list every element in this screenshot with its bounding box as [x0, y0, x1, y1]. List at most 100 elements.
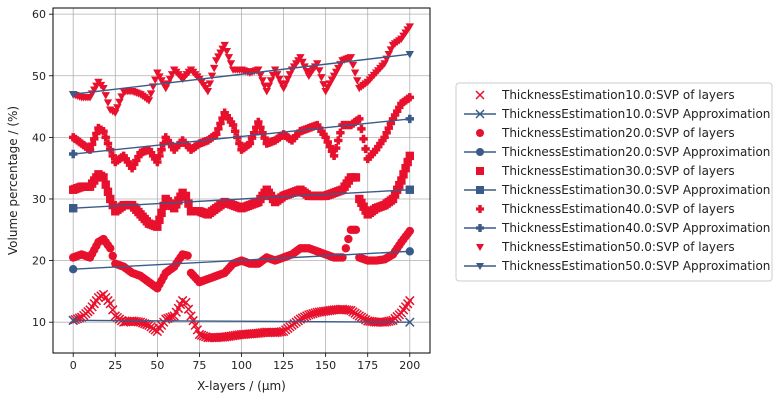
approximation-point [405, 114, 415, 124]
data-point [99, 173, 108, 182]
data-point [331, 143, 341, 153]
data-point [85, 145, 95, 154]
legend-marker [475, 90, 485, 100]
legend-marker [476, 224, 484, 232]
data-point [153, 222, 162, 231]
approximation-point [68, 265, 78, 274]
data-point [247, 133, 257, 143]
y-tick-label: 50 [32, 70, 46, 83]
data-point [99, 84, 108, 93]
data-point [254, 66, 263, 74]
y-axis-label: Volume percentage / (%) [6, 106, 20, 255]
data-point [355, 114, 364, 124]
data-point [254, 117, 263, 127]
approximation-point [405, 51, 415, 59]
data-point [390, 190, 400, 199]
data-point [105, 298, 115, 309]
data-point [380, 133, 389, 142]
data-point [357, 124, 366, 134]
data-point [258, 128, 267, 137]
data-point [108, 251, 117, 261]
data-point [235, 139, 244, 148]
data-point [327, 147, 337, 156]
data-point [273, 71, 282, 79]
data-point [224, 114, 234, 124]
x-tick-label: 200 [399, 359, 420, 372]
data-point [365, 152, 375, 161]
data-point [329, 151, 339, 161]
data-point [388, 114, 398, 124]
data-point [228, 120, 238, 130]
approximation-line [73, 53, 410, 95]
data-point [401, 163, 410, 173]
data-point [313, 120, 322, 130]
data-point [167, 142, 177, 151]
legend-label: ThicknessEstimation10.0:SVP of layers [501, 88, 735, 102]
data-point [157, 145, 166, 154]
data-point [157, 208, 166, 218]
data-point [348, 61, 358, 70]
data-point [153, 157, 162, 167]
approximation-point [405, 247, 415, 256]
data-point [405, 226, 415, 236]
data-point [161, 133, 170, 142]
data-point [103, 187, 113, 196]
data-point [405, 151, 415, 161]
legend-entry: ThicknessEstimation10.0:SVP of layers [475, 88, 735, 102]
legend-marker [476, 148, 484, 156]
data-point [134, 152, 143, 161]
data-point [256, 71, 265, 80]
data-point [127, 163, 137, 173]
x-tick-label: 25 [108, 359, 122, 372]
data-point [125, 160, 135, 170]
data-point [121, 154, 130, 164]
data-point [155, 151, 164, 161]
data-point [321, 133, 330, 142]
data-point [184, 143, 194, 152]
approximation-point [68, 204, 78, 213]
data-point [344, 234, 353, 244]
data-point [319, 81, 328, 89]
data-point [108, 151, 117, 161]
approximation-line [73, 118, 410, 155]
data-point [108, 200, 117, 210]
data-point [182, 140, 192, 150]
data-point [378, 136, 387, 145]
data-point [298, 58, 307, 67]
approximation-line [73, 250, 410, 270]
legend-box [455, 82, 773, 282]
data-point [214, 124, 223, 134]
data-point [392, 106, 402, 116]
data-point [296, 54, 305, 62]
data-point [205, 80, 215, 88]
legend-entry: ThicknessEstimation20.0:SVP Approximatio… [464, 145, 770, 159]
legend-entry: ThicknessEstimation30.0:SVP of layers [476, 164, 735, 178]
series-4 [68, 151, 415, 231]
data-point [287, 136, 297, 145]
data-point [163, 136, 173, 145]
approximation-line [73, 319, 410, 323]
data-point [334, 136, 343, 145]
approximation-point [405, 185, 415, 194]
data-point [317, 127, 326, 136]
data-point [294, 129, 303, 138]
data-point [144, 145, 154, 154]
series-6 [68, 93, 415, 173]
data-point [222, 47, 231, 56]
y-tick-label: 10 [32, 316, 46, 329]
legend-marker [476, 129, 484, 137]
data-point [181, 297, 191, 308]
data-point [209, 64, 219, 73]
data-point [184, 199, 193, 208]
approximation-point [68, 91, 78, 99]
data-point [119, 151, 128, 161]
data-point [155, 73, 164, 81]
data-point [369, 147, 379, 157]
legend-label: ThicknessEstimation20.0:SVP of layers [501, 126, 735, 140]
data-point [351, 173, 361, 182]
data-point [390, 110, 400, 120]
data-point [87, 140, 97, 149]
data-point [262, 88, 271, 96]
y-tick-label: 60 [32, 8, 46, 21]
